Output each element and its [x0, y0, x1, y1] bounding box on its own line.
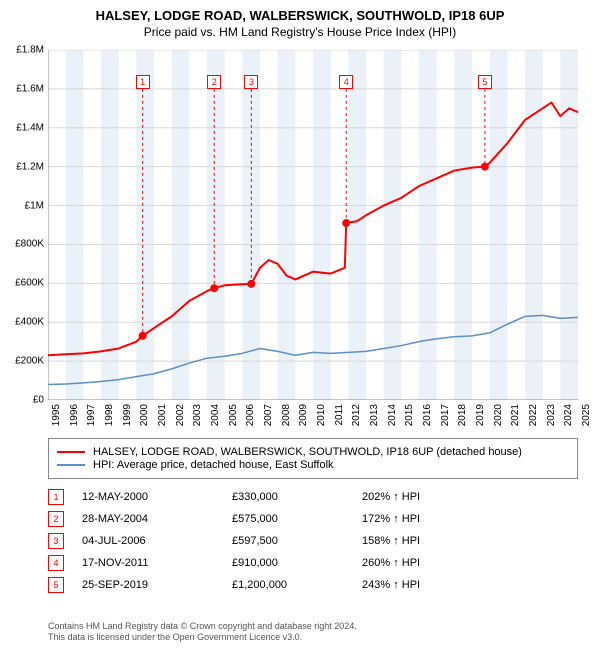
sale-number-box: 1 [48, 489, 64, 505]
chart-subtitle: Price paid vs. HM Land Registry's House … [0, 25, 600, 39]
sale-number-box: 3 [48, 533, 64, 549]
x-tick-label: 2013 [369, 404, 380, 426]
sale-marker-4: 4 [339, 75, 353, 89]
x-tick-label: 2014 [387, 404, 398, 426]
sale-date: 04-JUL-2006 [82, 535, 232, 547]
x-tick-label: 1998 [104, 404, 115, 426]
sale-row: 5 25-SEP-2019£1,200,000243% ↑ HPI [48, 574, 578, 596]
x-tick-label: 2004 [210, 404, 221, 426]
x-tick-label: 2008 [281, 404, 292, 426]
y-tick-label: £1.8M [16, 45, 44, 56]
x-tick-label: 2007 [263, 404, 274, 426]
sale-pct: 172% ↑ HPI [362, 513, 578, 525]
sale-pct: 243% ↑ HPI [362, 579, 578, 591]
x-tick-label: 2024 [563, 404, 574, 426]
legend-item: HALSEY, LODGE ROAD, WALBERSWICK, SOUTHWO… [57, 446, 569, 458]
y-tick-label: £1M [25, 200, 44, 211]
sale-row: 1 12-MAY-2000£330,000202% ↑ HPI [48, 486, 578, 508]
sale-price: £910,000 [232, 557, 362, 569]
sale-date: 12-MAY-2000 [82, 491, 232, 503]
x-tick-label: 1996 [69, 404, 80, 426]
y-tick-label: £600K [15, 278, 44, 289]
x-tick-label: 2002 [175, 404, 186, 426]
y-tick-label: £1.4M [16, 122, 44, 133]
y-tick-label: £1.2M [16, 161, 44, 172]
sale-number-box: 2 [48, 511, 64, 527]
x-tick-label: 1997 [86, 404, 97, 426]
x-tick-label: 2012 [351, 404, 362, 426]
x-tick-label: 2017 [440, 404, 451, 426]
x-tick-label: 2019 [475, 404, 486, 426]
sale-row: 3 04-JUL-2006£597,500158% ↑ HPI [48, 530, 578, 552]
x-tick-label: 2011 [334, 404, 345, 426]
y-tick-label: £400K [15, 317, 44, 328]
legend-label: HPI: Average price, detached house, East… [93, 459, 334, 471]
footer: Contains HM Land Registry data © Crown c… [48, 621, 357, 644]
x-tick-label: 2022 [528, 404, 539, 426]
x-tick-label: 2009 [298, 404, 309, 426]
y-tick-label: £1.6M [16, 83, 44, 94]
x-tick-label: 2003 [192, 404, 203, 426]
legend: HALSEY, LODGE ROAD, WALBERSWICK, SOUTHWO… [48, 438, 578, 479]
chart-area: £0£200K£400K£600K£800K£1M£1.2M£1.4M£1.6M… [48, 50, 578, 400]
sale-marker-5: 5 [478, 75, 492, 89]
sale-pct: 202% ↑ HPI [362, 491, 578, 503]
x-tick-label: 2021 [510, 404, 521, 426]
y-tick-label: £800K [15, 239, 44, 250]
legend-swatch [57, 451, 85, 453]
sale-marker-2: 2 [207, 75, 221, 89]
y-tick-label: £0 [33, 395, 44, 406]
legend-swatch [57, 464, 85, 466]
sale-marker-1: 1 [136, 75, 150, 89]
chart-svg [48, 50, 578, 400]
x-tick-label: 2015 [404, 404, 415, 426]
sale-price: £1,200,000 [232, 579, 362, 591]
x-tick-label: 1995 [51, 404, 62, 426]
x-tick-label: 2005 [228, 404, 239, 426]
x-tick-label: 2020 [493, 404, 504, 426]
chart-container: HALSEY, LODGE ROAD, WALBERSWICK, SOUTHWO… [0, 0, 600, 650]
x-tick-label: 2018 [457, 404, 468, 426]
legend-item: HPI: Average price, detached house, East… [57, 459, 569, 471]
x-tick-label: 2023 [546, 404, 557, 426]
footer-line-1: Contains HM Land Registry data © Crown c… [48, 621, 357, 633]
sale-row: 4 17-NOV-2011£910,000260% ↑ HPI [48, 552, 578, 574]
x-tick-label: 2016 [422, 404, 433, 426]
sale-pct: 158% ↑ HPI [362, 535, 578, 547]
sale-row: 2 28-MAY-2004£575,000172% ↑ HPI [48, 508, 578, 530]
x-tick-label: 2025 [581, 404, 592, 426]
sale-number-box: 5 [48, 577, 64, 593]
title-block: HALSEY, LODGE ROAD, WALBERSWICK, SOUTHWO… [0, 0, 600, 39]
sales-table: 1 12-MAY-2000£330,000202% ↑ HPI 2 28-MAY-20… [48, 486, 578, 596]
x-tick-label: 1999 [122, 404, 133, 426]
x-tick-label: 2001 [157, 404, 168, 426]
sale-date: 28-MAY-2004 [82, 513, 232, 525]
y-tick-label: £200K [15, 356, 44, 367]
footer-line-2: This data is licensed under the Open Gov… [48, 632, 357, 644]
x-tick-label: 2000 [139, 404, 150, 426]
sale-price: £575,000 [232, 513, 362, 525]
sale-number-box: 4 [48, 555, 64, 571]
chart-title: HALSEY, LODGE ROAD, WALBERSWICK, SOUTHWO… [0, 8, 600, 23]
sale-date: 25-SEP-2019 [82, 579, 232, 591]
sale-marker-3: 3 [244, 75, 258, 89]
sale-pct: 260% ↑ HPI [362, 557, 578, 569]
x-tick-label: 2006 [245, 404, 256, 426]
sale-price: £597,500 [232, 535, 362, 547]
sale-date: 17-NOV-2011 [82, 557, 232, 569]
sale-price: £330,000 [232, 491, 362, 503]
legend-label: HALSEY, LODGE ROAD, WALBERSWICK, SOUTHWO… [93, 446, 522, 458]
x-tick-label: 2010 [316, 404, 327, 426]
